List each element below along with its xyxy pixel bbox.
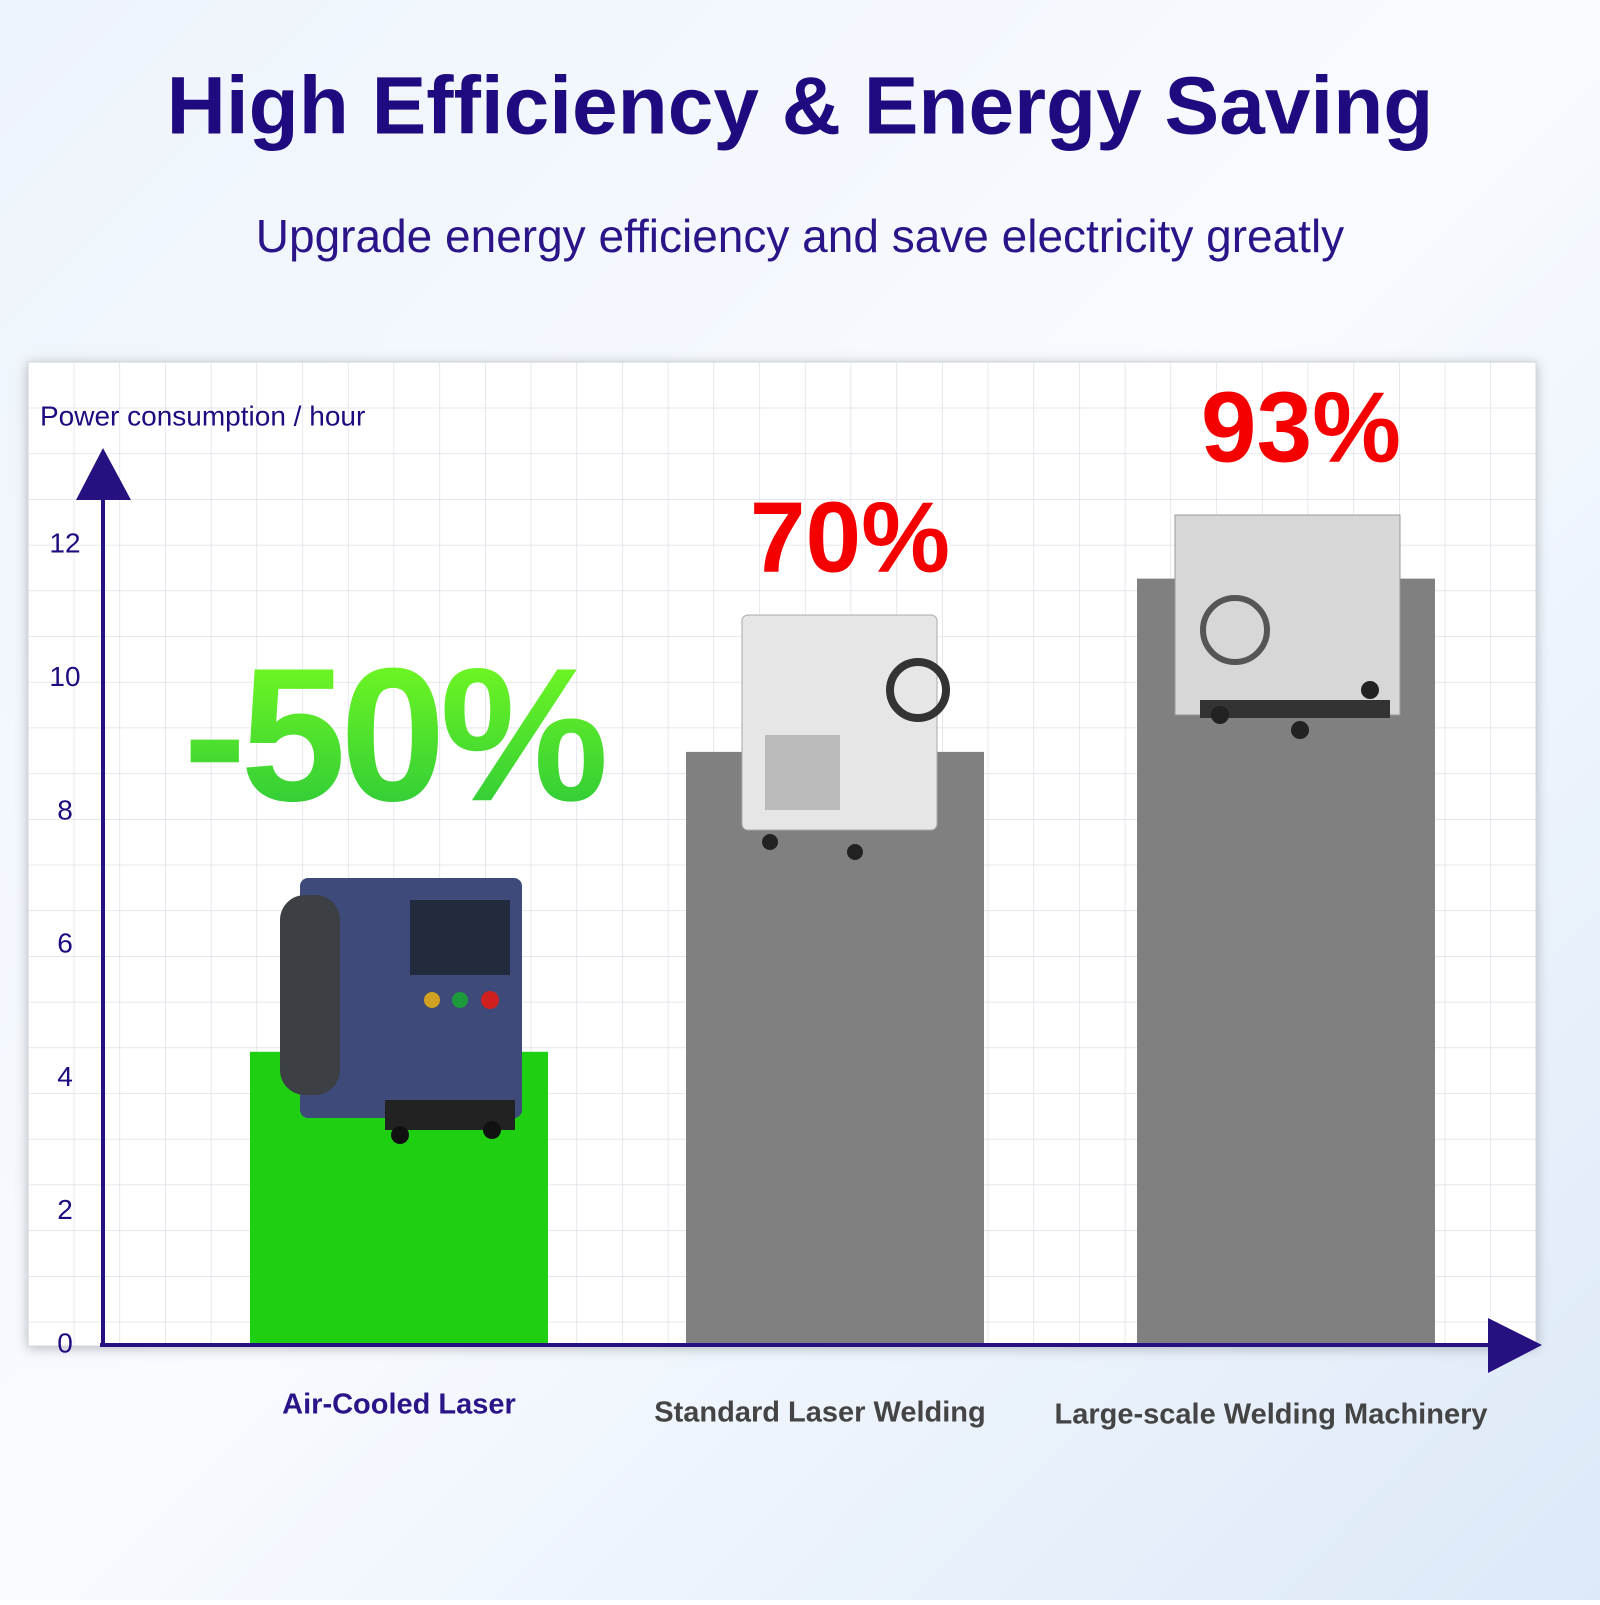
y-axis-label: Power consumption / hour — [40, 400, 365, 431]
callout: 70% — [750, 481, 950, 593]
machine-illustration — [741, 614, 950, 860]
callout: -50% — [183, 629, 604, 841]
x-tick-label: Standard Laser Welding — [654, 1397, 985, 1429]
y-tick-label: 10 — [49, 661, 80, 692]
y-tick-label: 6 — [57, 928, 73, 959]
title: High Efficiency & Energy Saving — [167, 61, 1434, 152]
x-axis-arrow — [1488, 1318, 1542, 1373]
y-tick-label: 2 — [57, 1194, 73, 1225]
callout: 93% — [1201, 371, 1401, 483]
y-axis-arrow — [76, 448, 131, 500]
y-tick-label: 0 — [57, 1327, 73, 1358]
x-tick-label: Large-scale Welding Machinery — [1055, 1399, 1488, 1431]
machine-illustration — [1174, 514, 1401, 739]
y-tick-label: 8 — [57, 794, 73, 825]
y-tick-label: 12 — [49, 528, 80, 559]
y-tick-label: 4 — [57, 1061, 73, 1092]
machine-illustration — [280, 878, 522, 1144]
axes — [76, 448, 1542, 1373]
bar — [686, 751, 984, 1345]
x-tick-label: Air-Cooled Laser — [282, 1389, 516, 1421]
subtitle: Upgrade energy efficiency and save elect… — [256, 210, 1344, 262]
